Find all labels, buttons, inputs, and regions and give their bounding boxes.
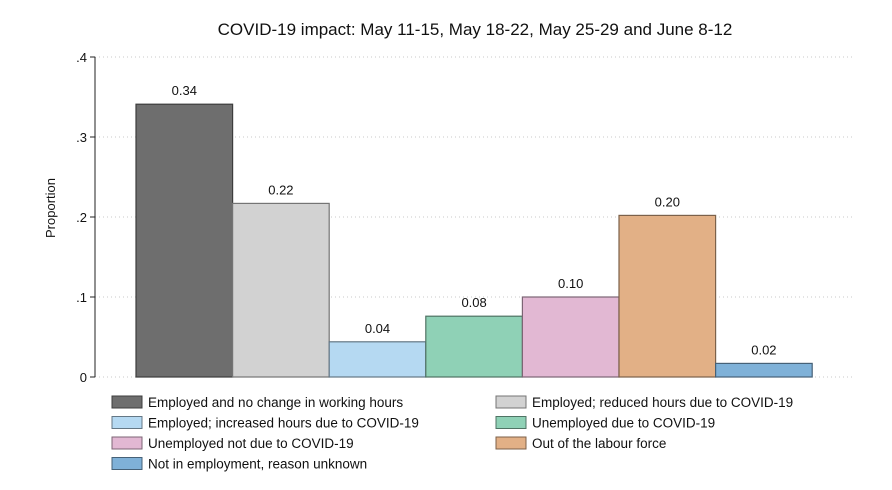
bars: 0.34 0.22 0.04 0.08 0.10 0.20 0.02 [135, 83, 813, 378]
legend-label: Out of the labour force [532, 436, 666, 451]
bar [232, 202, 330, 378]
y-tick-label: .2 [76, 210, 87, 225]
bar-value-label: 0.20 [655, 194, 680, 209]
legend-label: Unemployed due to COVID-19 [532, 416, 715, 431]
bar [618, 214, 717, 378]
legend: Employed and no change in working hours E… [111, 395, 793, 472]
bar [521, 296, 620, 378]
legend-label: Not in employment, reason unknown [148, 457, 367, 472]
legend-swatch [111, 395, 143, 409]
legend-swatch [111, 457, 143, 470]
y-tick-label: .4 [76, 50, 87, 65]
legend-swatch [495, 416, 527, 429]
y-axis: 0 .1 .2 .3 .4 [76, 50, 96, 385]
bar-value-label: 0.34 [172, 83, 197, 98]
bar-value-label: 0.08 [461, 295, 486, 310]
legend-swatch [495, 436, 527, 450]
bar [425, 315, 523, 378]
legend-label: Employed; increased hours due to COVID-1… [148, 416, 419, 431]
legend-label: Unemployed not due to COVID-19 [148, 436, 354, 451]
legend-label: Employed and no change in working hours [148, 395, 403, 410]
bar [328, 341, 427, 378]
bar-value-label: 0.02 [751, 342, 776, 357]
y-tick-label: .1 [76, 290, 87, 305]
y-tick-label: 0 [80, 370, 87, 385]
legend-label: Employed; reduced hours due to COVID-19 [532, 395, 793, 410]
bar [714, 362, 813, 378]
bar-value-label: 0.22 [268, 182, 293, 197]
y-axis-label: Proportion [43, 178, 58, 238]
chart-title: COVID-19 impact: May 11-15, May 18-22, M… [218, 20, 733, 39]
bar-value-label: 0.04 [365, 321, 390, 336]
legend-swatch [111, 416, 143, 429]
legend-swatch [111, 436, 143, 450]
bar-value-label: 0.10 [558, 276, 583, 291]
legend-swatch [495, 395, 527, 409]
bar [135, 103, 234, 378]
y-tick-label: .3 [76, 130, 87, 145]
